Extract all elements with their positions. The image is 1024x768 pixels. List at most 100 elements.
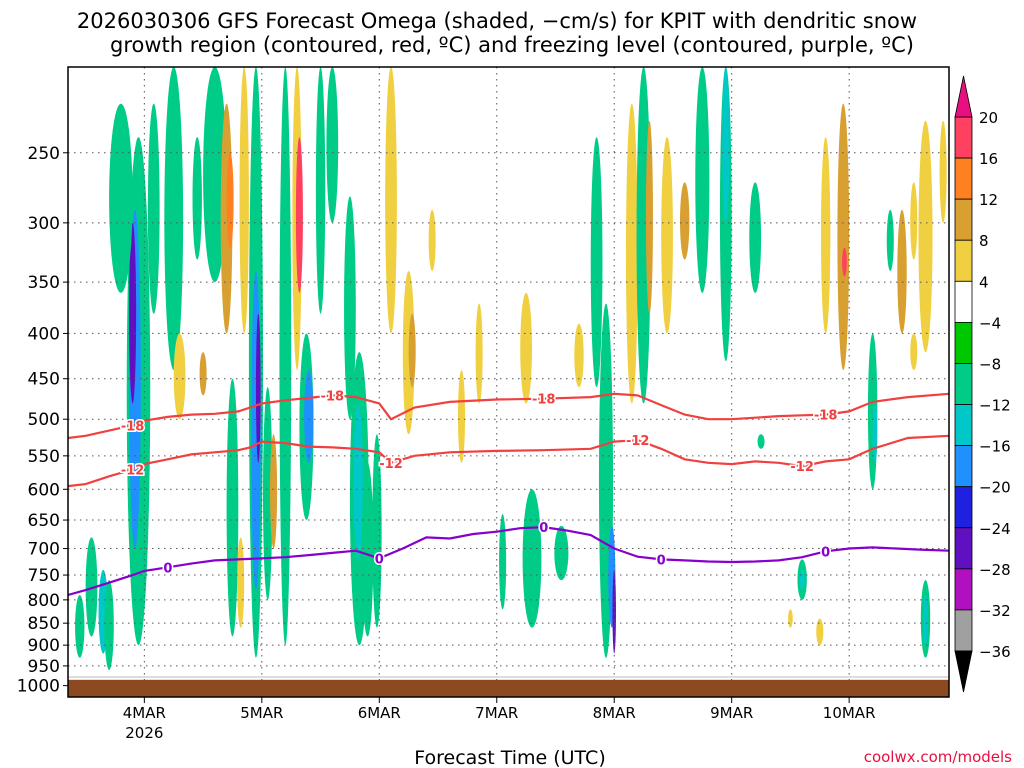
colorbar-under-arrow xyxy=(954,650,973,693)
omega-blob xyxy=(304,370,314,463)
omega-blob xyxy=(757,434,765,449)
omega-blob xyxy=(408,313,416,388)
freezing-level-contour-label: 0 xyxy=(821,545,830,560)
x-tick-label: 5MAR xyxy=(240,704,283,722)
omega-blob xyxy=(255,313,261,463)
omega-blob xyxy=(612,569,616,654)
dgz-minus12-contour-label: -12 xyxy=(121,464,145,479)
omega-blob xyxy=(918,120,933,353)
dgz-minus18-contour-label: -18 xyxy=(532,393,556,408)
omega-blob xyxy=(226,152,234,248)
omega-blob xyxy=(428,209,436,271)
omega-blob xyxy=(199,352,207,396)
omega-blob xyxy=(645,120,653,314)
colorbar-label: −28 xyxy=(979,561,1011,579)
y-tick-label: 600 xyxy=(28,480,60,500)
dgz-minus18-contour-label: -18 xyxy=(121,419,145,434)
omega-blob xyxy=(262,387,273,600)
omega-blob xyxy=(279,67,292,646)
omega-blob xyxy=(722,67,730,223)
y-tick-label: 1000 xyxy=(17,677,60,697)
omega-blob xyxy=(749,182,762,293)
freezing-level-contour-label: 0 xyxy=(163,561,172,576)
colorbar-label: −12 xyxy=(979,397,1011,415)
omega-blob xyxy=(457,370,466,463)
y-tick-label: 950 xyxy=(28,657,60,677)
colorbar-segment xyxy=(954,486,973,529)
omega-blob xyxy=(326,67,339,223)
y-tick-label: 800 xyxy=(28,591,60,611)
omega-blob xyxy=(799,569,805,591)
y-tick-label: 400 xyxy=(28,324,60,344)
colorbar: 20 16 12 8 4 −4 −8 −12 −16 −20 −24 −28 −32 −36 xyxy=(954,75,1011,693)
omega-blob xyxy=(203,67,227,283)
ground-surface xyxy=(68,676,949,697)
omega-blob xyxy=(85,537,98,637)
colorbar-segment xyxy=(954,445,973,488)
omega-blob xyxy=(923,595,928,646)
dgz-minus18-contour-line xyxy=(68,392,949,440)
omega-blob xyxy=(75,595,85,658)
omega-blob xyxy=(788,609,793,628)
omega-blob xyxy=(574,323,584,388)
omega-blob xyxy=(522,489,542,628)
omega-blob xyxy=(295,137,303,293)
omega-blob xyxy=(147,103,160,314)
omega-blob xyxy=(886,209,894,271)
omega-blob xyxy=(226,378,239,637)
x-axis-title: Forecast Time (UTC) xyxy=(414,747,605,768)
omega-blob xyxy=(695,67,710,293)
omega-blob xyxy=(239,67,249,334)
freezing-level-contour-label: 0 xyxy=(539,521,548,536)
x-tick-label: 4MAR xyxy=(123,704,166,722)
omega-blob xyxy=(353,403,363,560)
y-tick-label: 450 xyxy=(28,370,60,390)
omega-blob xyxy=(837,103,850,371)
omega-blob xyxy=(910,333,918,371)
plot-area: -12 -12 -12 -12 -18 -18 -18 -18 0 0 0 0 0 xyxy=(67,66,950,698)
omega-blob xyxy=(475,303,483,404)
omega-blob xyxy=(661,137,673,334)
colorbar-label: −32 xyxy=(979,602,1011,620)
omega-blob xyxy=(385,67,397,334)
colorbar-over-arrow xyxy=(954,75,973,118)
omega-blob xyxy=(344,196,356,420)
x-tick-label: 7MAR xyxy=(475,704,518,722)
x-tick-label: 6MAR xyxy=(358,704,401,722)
colorbar-segment xyxy=(954,568,973,611)
omega-blob xyxy=(872,403,878,463)
dgz-minus12-contour-label: -12 xyxy=(626,434,650,449)
dgz-minus12-contour-line xyxy=(68,434,949,488)
omega-blob xyxy=(173,333,186,420)
freezing-level-contour-line xyxy=(68,525,949,597)
dgz-minus18-contour-label: -18 xyxy=(321,389,345,404)
omega-blob xyxy=(897,209,907,334)
omega-blob xyxy=(820,137,831,334)
colorbar-label: −16 xyxy=(979,438,1011,456)
omega-blob xyxy=(237,537,245,628)
colorbar-segment xyxy=(954,198,973,241)
x-tick-label: 9MAR xyxy=(710,704,753,722)
omega-blob xyxy=(499,514,507,610)
credit-text: coolwx.com/models xyxy=(864,748,1012,766)
colorbar-segment xyxy=(954,321,973,364)
omega-blob xyxy=(842,247,847,277)
x-tick-label: 10MAR xyxy=(823,704,876,722)
omega-blob xyxy=(372,434,382,628)
omega-shading xyxy=(75,67,947,670)
colorbar-label: 20 xyxy=(979,109,998,127)
colorbar-segment xyxy=(954,157,973,200)
omega-blob xyxy=(816,618,824,646)
omega-blob xyxy=(104,580,114,670)
chart-title-line1: 2026030306 GFS Forecast Omega (shaded, −… xyxy=(77,9,917,33)
pressure-axis: 2503003504004505005506006507007508008509… xyxy=(17,144,68,697)
colorbar-segment xyxy=(954,527,973,570)
colorbar-label: −36 xyxy=(979,643,1011,661)
y-tick-label: 250 xyxy=(28,144,60,164)
y-tick-label: 900 xyxy=(28,636,60,656)
omega-blob xyxy=(625,103,638,404)
colorbar-label: 4 xyxy=(979,273,989,291)
y-tick-label: 700 xyxy=(28,540,60,560)
plot-frame xyxy=(67,66,950,698)
